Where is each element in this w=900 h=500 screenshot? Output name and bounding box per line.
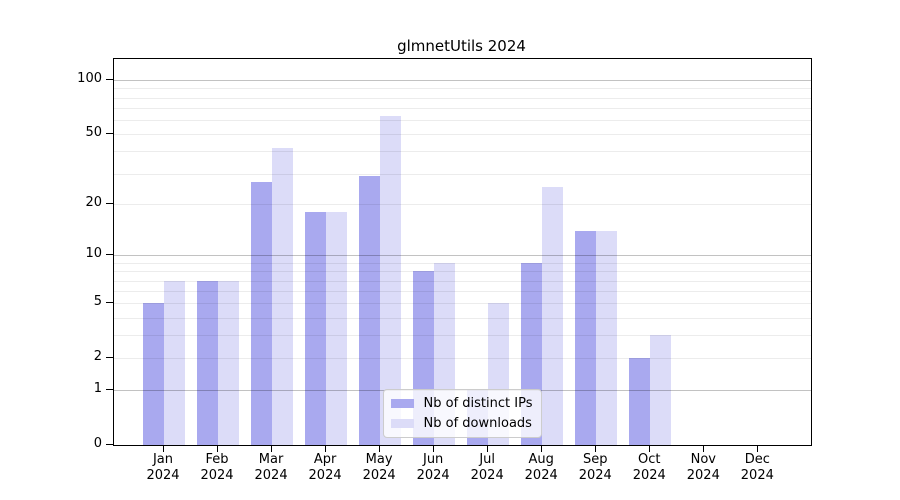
- bars-layer: [114, 59, 811, 445]
- x-tick: [540, 445, 542, 452]
- bar-downloads: [380, 116, 402, 445]
- bar-distinct-ips: [251, 181, 273, 445]
- legend-label-downloads: Nb of downloads: [423, 416, 532, 431]
- x-tick-label: Sep 2024: [578, 452, 612, 483]
- y-tick-label: 50: [85, 125, 102, 141]
- bar-distinct-ips: [197, 280, 219, 445]
- y-tick: [106, 253, 113, 256]
- x-tick: [432, 445, 434, 452]
- x-tick: [594, 445, 597, 452]
- x-tick: [378, 445, 380, 452]
- y-tick-label: 100: [77, 71, 102, 87]
- bar-distinct-ips: [305, 212, 327, 445]
- y-tick: [106, 132, 113, 134]
- y-tick: [106, 78, 113, 80]
- bar-distinct-ips: [575, 230, 597, 445]
- x-tick: [486, 445, 488, 452]
- x-tick-label: Jun 2024: [416, 452, 450, 483]
- legend-item-distinct-ips: Nb of distinct IPs: [390, 395, 533, 412]
- bar-downloads: [164, 280, 185, 445]
- y-tick: [106, 202, 113, 205]
- bar-downloads: [542, 187, 564, 445]
- y-tick-label: 10: [85, 246, 102, 262]
- legend-swatch-distinct-ips: [390, 399, 414, 408]
- x-tick: [324, 445, 326, 452]
- bar-downloads: [326, 212, 348, 445]
- x-tick-label: May 2024: [362, 452, 396, 483]
- x-tick-label: Dec 2024: [740, 452, 774, 483]
- bar-distinct-ips: [359, 176, 381, 445]
- x-tick: [162, 445, 164, 452]
- x-tick: [216, 445, 218, 452]
- chart-title: glmnetUtils 2024: [397, 37, 526, 55]
- legend-swatch-downloads: [390, 419, 414, 428]
- x-tick: [648, 445, 651, 452]
- x-tick-label: Oct 2024: [632, 452, 666, 483]
- x-tick-label: Nov 2024: [686, 452, 720, 483]
- bar-downloads: [596, 230, 618, 445]
- x-tick-label: Aug 2024: [524, 452, 558, 483]
- y-tick-label: 20: [85, 195, 102, 211]
- y-tick-label: 0: [93, 436, 102, 451]
- x-tick: [270, 445, 272, 452]
- plot-area: Nb of distinct IPs Nb of downloads: [113, 58, 812, 446]
- y-tick: [106, 301, 113, 304]
- x-tick-label: Feb 2024: [200, 452, 234, 483]
- y-tick: [106, 356, 113, 358]
- legend-label-distinct-ips: Nb of distinct IPs: [423, 396, 533, 411]
- bar-downloads: [272, 147, 294, 445]
- x-tick-label: Mar 2024: [254, 452, 288, 483]
- x-tick-label: Apr 2024: [308, 452, 342, 483]
- bar-downloads: [650, 335, 672, 445]
- y-tick: [106, 388, 113, 390]
- bar-distinct-ips: [143, 303, 164, 445]
- x-tick-label: Jul 2024: [470, 452, 504, 483]
- y-tick-label: 2: [93, 349, 102, 365]
- bar-downloads: [218, 280, 240, 445]
- legend-item-downloads: Nb of downloads: [390, 415, 533, 432]
- legend: Nb of distinct IPs Nb of downloads: [382, 389, 543, 438]
- x-tick: [702, 445, 705, 452]
- x-tick-label: Jan 2024: [146, 452, 180, 483]
- y-tick-label: 1: [93, 381, 102, 397]
- x-tick: [756, 445, 759, 452]
- bar-distinct-ips: [629, 358, 651, 445]
- y-tick: [106, 443, 113, 445]
- y-tick-label: 5: [93, 294, 102, 310]
